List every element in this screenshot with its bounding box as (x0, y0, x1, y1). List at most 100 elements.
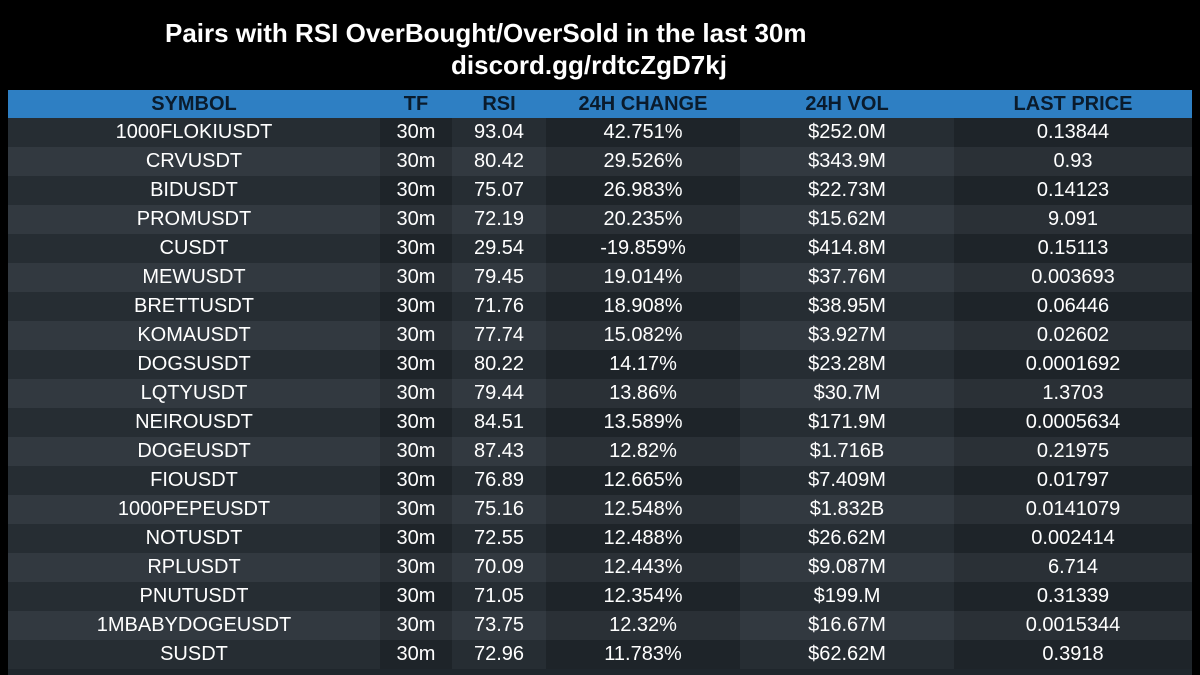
cell-24h-vol: $37.76M (740, 263, 954, 292)
table-row: RPLUSDT 30m 70.09 12.443% $9.087M 6.714 (8, 553, 1192, 582)
page-title: Pairs with RSI OverBought/OverSold in th… (165, 18, 807, 48)
cell-symbol: KOMAUSDT (8, 321, 380, 350)
cell-symbol: NEIROUSDT (8, 408, 380, 437)
cell-last-price: 0.93 (954, 147, 1192, 176)
cell-24h-vol: $171.9M (740, 408, 954, 437)
cell-24h-change: 12.488% (546, 524, 740, 553)
cell-tf: 30m (380, 118, 452, 147)
cell-rsi: 93.04 (452, 118, 546, 147)
cell-rsi: 75.07 (452, 176, 546, 205)
cell-rsi: 72.19 (452, 205, 546, 234)
cell-last-price: 9.091 (954, 205, 1192, 234)
cell-rsi: 29.54 (452, 234, 546, 263)
table-row: NEIROUSDT 30m 84.51 13.589% $171.9M 0.0005634 (8, 408, 1192, 437)
cell-24h-vol: $1.716B (740, 437, 954, 466)
cell-24h-change: 18.908% (546, 292, 740, 321)
cell-symbol: BRETTUSDT (8, 292, 380, 321)
table-row: 1000PEPEUSDT 30m 75.16 12.548% $1.832B 0.0141… (8, 495, 1192, 524)
discord-link-text: discord.gg/rdtcZgD7kj (451, 50, 727, 80)
cell-rsi: 79.44 (452, 379, 546, 408)
table-row: LQTYUSDT 30m 79.44 13.86% $30.7M 1.3703 (8, 379, 1192, 408)
column-header-last-price: LAST PRICE (954, 90, 1192, 118)
cell-tf: 30m (380, 321, 452, 350)
table-row: 1MBABYDOGEUSDT 30m 73.75 12.32% $16.67M 0.001… (8, 611, 1192, 640)
cell-24h-vol: $26.62M (740, 524, 954, 553)
cell-tf: 30m (380, 582, 452, 611)
cell-24h-change: 11.783% (546, 640, 740, 669)
cell-tf: 30m (380, 466, 452, 495)
rsi-table-container: SYMBOL TF RSI 24H CHANGE 24H VOL LAST PR… (8, 90, 1192, 675)
cell-tf: 30m (380, 234, 452, 263)
cell-symbol: CRVUSDT (8, 147, 380, 176)
cell-last-price: 0.0001692 (954, 350, 1192, 379)
column-header-24h-change: 24H CHANGE (546, 90, 740, 118)
cell-rsi: 87.43 (452, 437, 546, 466)
column-header-tf: TF (380, 90, 452, 118)
cell-symbol: BIDUSDT (8, 176, 380, 205)
cell-24h-vol: $7.409M (740, 466, 954, 495)
table-row: FIOUSDT 30m 76.89 12.665% $7.409M 0.01797 (8, 466, 1192, 495)
cell-symbol: DOGSUSDT (8, 350, 380, 379)
cell-24h-change: 29.526% (546, 147, 740, 176)
table-row: BIDUSDT 30m 75.07 26.983% $22.73M 0.14123 (8, 176, 1192, 205)
cell-tf: 30m (380, 263, 452, 292)
cell-last-price: 0.06446 (954, 292, 1192, 321)
table-row: BRETTUSDT 30m 71.76 18.908% $38.95M 0.06446 (8, 292, 1192, 321)
cell-24h-vol: $199.M (740, 582, 954, 611)
cell-24h-change: 20.235% (546, 205, 740, 234)
cell-rsi: 79.45 (452, 263, 546, 292)
cell-24h-vol: $1.832B (740, 495, 954, 524)
cell-24h-vol: $62.62M (740, 640, 954, 669)
cell-tf: 30m (380, 408, 452, 437)
cell-24h-change: 26.983% (546, 176, 740, 205)
cell-last-price: 0.13844 (954, 118, 1192, 147)
cell-tf: 30m (380, 147, 452, 176)
table-row: SUSDT 30m 72.96 11.783% $62.62M 0.3918 (8, 640, 1192, 669)
cell-24h-vol: $22.73M (740, 176, 954, 205)
table-row: PROMUSDT 30m 72.19 20.235% $15.62M 9.091 (8, 205, 1192, 234)
cell-24h-change: 19.014% (546, 263, 740, 292)
table-row: DOGSUSDT 30m 80.22 14.17% $23.28M 0.0001692 (8, 350, 1192, 379)
cell-24h-change: 14.17% (546, 350, 740, 379)
cell-symbol: FIOUSDT (8, 466, 380, 495)
cell-24h-change: 12.32% (546, 611, 740, 640)
cell-symbol: RPLUSDT (8, 553, 380, 582)
cell-rsi: 84.51 (452, 408, 546, 437)
cell-last-price: 0.0005634 (954, 408, 1192, 437)
cell-tf: 30m (380, 350, 452, 379)
cell-24h-change: 12.665% (546, 466, 740, 495)
cell-24h-change: 12.354% (546, 582, 740, 611)
table-row: CUSDT 30m 29.54 -19.859% $414.8M 0.15113 (8, 234, 1192, 263)
cell-rsi: 72.55 (452, 524, 546, 553)
cell-24h-change: 42.751% (546, 118, 740, 147)
cell-last-price: 0.003693 (954, 263, 1192, 292)
table-row: 1000FLOKIUSDT 30m 93.04 42.751% $252.0M 0.138… (8, 118, 1192, 147)
cell-tf: 30m (380, 379, 452, 408)
cell-rsi: 80.42 (452, 147, 546, 176)
cell-tf: 30m (380, 611, 452, 640)
rsi-table: SYMBOL TF RSI 24H CHANGE 24H VOL LAST PR… (8, 90, 1192, 669)
cell-24h-change: 15.082% (546, 321, 740, 350)
cell-last-price: 0.14123 (954, 176, 1192, 205)
cell-tf: 30m (380, 495, 452, 524)
cell-24h-vol: $30.7M (740, 379, 954, 408)
cell-symbol: 1000PEPEUSDT (8, 495, 380, 524)
cell-symbol: DOGEUSDT (8, 437, 380, 466)
cell-rsi: 71.05 (452, 582, 546, 611)
table-header-row: SYMBOL TF RSI 24H CHANGE 24H VOL LAST PR… (8, 90, 1192, 118)
cell-symbol: LQTYUSDT (8, 379, 380, 408)
column-header-24h-vol: 24H VOL (740, 90, 954, 118)
cell-symbol: 1MBABYDOGEUSDT (8, 611, 380, 640)
cell-symbol: 1000FLOKIUSDT (8, 118, 380, 147)
cell-24h-change: 12.548% (546, 495, 740, 524)
cell-24h-vol: $16.67M (740, 611, 954, 640)
cell-tf: 30m (380, 524, 452, 553)
cell-24h-vol: $23.28M (740, 350, 954, 379)
cell-24h-vol: $414.8M (740, 234, 954, 263)
cell-rsi: 73.75 (452, 611, 546, 640)
column-header-symbol: SYMBOL (8, 90, 380, 118)
cell-24h-change: 13.86% (546, 379, 740, 408)
cell-tf: 30m (380, 437, 452, 466)
cell-last-price: 0.01797 (954, 466, 1192, 495)
